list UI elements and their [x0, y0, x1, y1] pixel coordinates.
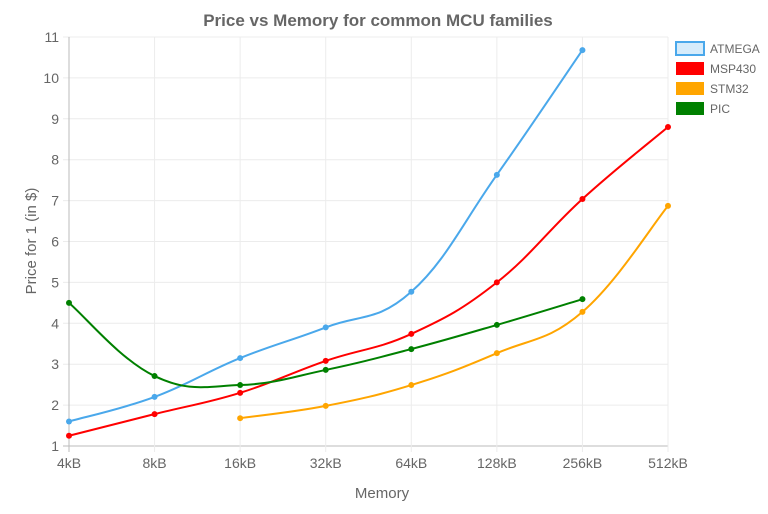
x-tick-label: 16kB	[224, 455, 256, 471]
data-point-stm32	[665, 202, 671, 209]
x-tick-label: 512kB	[648, 455, 688, 471]
data-point-atmega	[408, 288, 415, 295]
x-tick-label: 64kB	[395, 455, 427, 471]
y-ticks: 1 2 3 4 5 6 7 8 9 10 11	[43, 29, 59, 454]
data-point-pic	[66, 299, 72, 306]
data-point-stm32	[579, 308, 586, 315]
y-tick-label: 3	[51, 356, 59, 372]
data-point-stm32	[237, 415, 244, 422]
y-tick-label: 10	[43, 70, 59, 86]
x-tick-label: 8kB	[143, 455, 167, 471]
series-group	[66, 47, 671, 439]
legend-label: MSP430	[710, 62, 756, 76]
y-tick-label: 6	[51, 234, 59, 250]
data-point-stm32	[408, 382, 415, 389]
data-point-msp430	[322, 357, 329, 364]
legend-swatch-pic	[676, 102, 704, 115]
data-point-atmega	[322, 324, 329, 331]
legend-swatch-atmega	[675, 41, 705, 56]
data-point-pic	[408, 346, 415, 353]
data-point-pic	[579, 296, 586, 303]
chart-title: Price vs Memory for common MCU families	[203, 11, 553, 30]
data-point-atmega	[237, 355, 244, 362]
y-tick-label: 9	[51, 111, 59, 127]
legend-swatch-stm32	[676, 82, 704, 95]
legend-label: PIC	[710, 102, 730, 116]
y-tick-label: 2	[51, 397, 59, 413]
series-line-msp430	[68, 126, 669, 437]
x-axis-label: Memory	[355, 485, 410, 502]
y-tick-label: 11	[44, 29, 59, 45]
x-tick-label: 256kB	[563, 455, 603, 471]
data-point-msp430	[579, 195, 586, 202]
data-point-pic	[237, 382, 244, 389]
legend-label: STM32	[710, 82, 749, 96]
data-point-msp430	[151, 411, 158, 418]
y-axis-label: Price for 1 (in $)	[23, 188, 40, 295]
data-point-msp430	[237, 389, 244, 396]
x-ticks: 4kB 8kB 16kB 32kB 64kB 128kB 256kB 512kB	[57, 455, 688, 471]
data-point-pic	[493, 321, 500, 328]
y-tick-label: 4	[51, 315, 59, 331]
x-tick-label: 128kB	[477, 455, 517, 471]
y-tick-label: 8	[51, 152, 59, 168]
grid	[63, 36, 669, 452]
legend: ATMEGA MSP430 STM32 PIC	[675, 41, 760, 116]
data-point-atmega	[579, 47, 586, 54]
data-point-pic	[151, 373, 158, 380]
y-tick-label: 7	[51, 193, 59, 209]
data-point-atmega	[493, 171, 500, 178]
data-point-pic	[322, 366, 329, 373]
legend-label: ATMEGA	[710, 42, 760, 56]
legend-swatch-msp430	[676, 62, 704, 75]
data-point-stm32	[322, 402, 329, 409]
data-point-stm32	[493, 350, 500, 357]
series-line-stm32	[240, 205, 669, 420]
data-point-msp430	[665, 123, 671, 130]
y-tick-label: 5	[51, 274, 59, 290]
data-point-atmega	[66, 418, 72, 425]
data-point-msp430	[408, 330, 415, 337]
x-tick-label: 32kB	[310, 455, 342, 471]
data-point-msp430	[66, 432, 72, 439]
y-tick-label: 1	[51, 438, 59, 454]
x-tick-label: 4kB	[57, 455, 81, 471]
data-point-atmega	[151, 393, 158, 400]
data-point-msp430	[493, 279, 500, 286]
